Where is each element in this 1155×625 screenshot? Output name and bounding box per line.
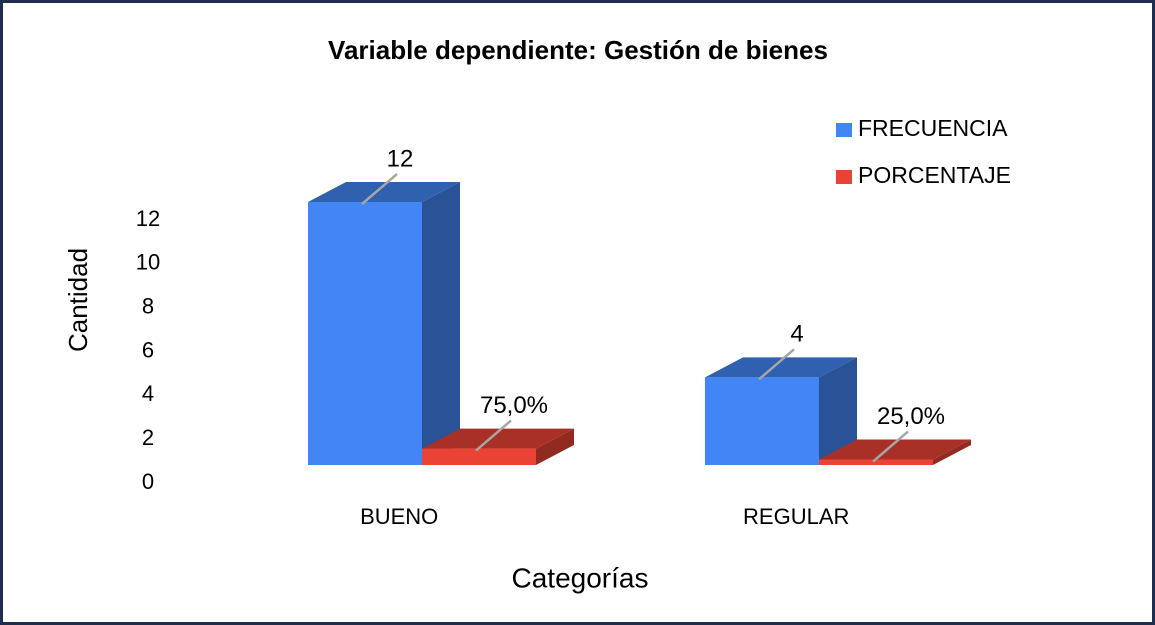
y-tick-label: 8 <box>142 293 154 318</box>
x-tick-label: BUENO <box>360 504 438 529</box>
x-tick-label: REGULAR <box>743 504 849 529</box>
legend-swatch <box>836 123 852 137</box>
y-axis-label: Cantidad <box>63 248 93 352</box>
chart-title: Variable dependiente: Gestión de bienes <box>328 35 828 65</box>
y-tick-label: 4 <box>142 381 154 406</box>
leader-line <box>361 173 398 205</box>
leader-line <box>872 430 909 463</box>
x-axis-label: Categorías <box>512 562 649 593</box>
bar <box>819 439 971 465</box>
bar <box>308 182 460 465</box>
data-label: 4 <box>790 321 803 348</box>
data-label: 75,0% <box>480 392 548 419</box>
y-tick-label: 10 <box>136 250 160 275</box>
data-label: 12 <box>387 145 414 172</box>
leader-line <box>475 419 512 452</box>
y-tick-label: 12 <box>136 206 160 231</box>
y-tick-label: 2 <box>142 425 154 450</box>
bar <box>705 357 857 465</box>
bar <box>422 428 574 465</box>
legend-swatch <box>836 170 852 184</box>
y-tick-label: 0 <box>142 469 154 494</box>
legend-label: PORCENTAJE <box>858 162 1011 188</box>
legend-label: FRECUENCIA <box>858 115 1008 141</box>
leader-line <box>758 348 795 381</box>
data-label: 25,0% <box>877 403 945 430</box>
y-tick-label: 6 <box>142 337 154 362</box>
